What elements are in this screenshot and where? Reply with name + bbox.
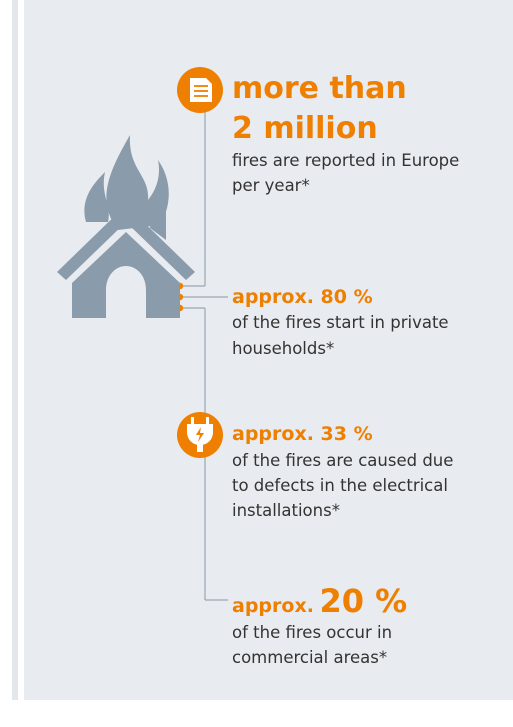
body-line: to defects in the electrical [232,476,448,495]
body-line: installations* [232,501,340,520]
body-line: of the fires start in private [232,313,449,332]
body-line: fires are reported in Europe [232,151,459,170]
headline-value: 20 % [320,582,408,620]
headline: approx. 80 % [232,286,373,308]
headline: approx. 33 % [232,423,373,445]
headline-value: 2 million [232,111,378,146]
headline-prefix: more than [232,71,407,106]
document-icon [177,67,223,113]
body-line: households* [232,339,334,358]
plug-icon [177,412,223,458]
side-strip [12,0,18,700]
body-line: commercial areas* [232,648,387,667]
headline-prefix: approx. [232,423,314,445]
body-line: per year* [232,176,310,195]
headline-value: 33 % [321,423,373,445]
body-line: of the fires occur in [232,623,392,642]
infographic: more than 2 million fires are reported i… [0,0,513,727]
headline-prefix: approx. [232,595,314,617]
headline-prefix: approx. [232,286,314,308]
headline-value: 80 % [321,286,373,308]
page: more than 2 million fires are reported i… [0,0,513,727]
body-line: of the fires are caused due [232,451,453,470]
